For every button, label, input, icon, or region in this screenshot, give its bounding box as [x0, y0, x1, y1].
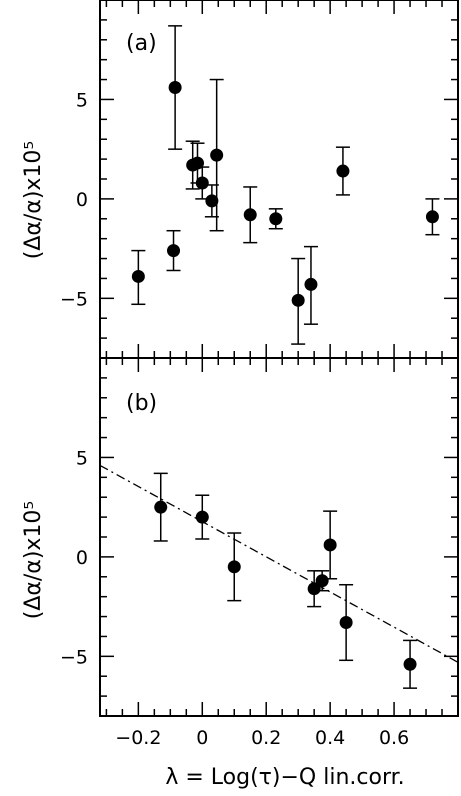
data-marker [210, 148, 224, 162]
data-marker [403, 657, 417, 671]
data-point-a [243, 186, 258, 244]
data-point-b [153, 472, 168, 542]
data-marker [336, 164, 350, 178]
data-marker [167, 244, 181, 258]
y-tick-label-b: 5 [76, 447, 88, 469]
data-marker [243, 208, 257, 222]
data-marker [307, 582, 321, 596]
panel-b-ticks: −5 0 5 −0.2 0 0.2 0.4 0.6 [60, 358, 458, 749]
data-marker [131, 269, 145, 283]
data-marker [205, 194, 219, 208]
data-point-b [339, 583, 354, 662]
data-point-a [204, 184, 219, 218]
panel-b-points [153, 472, 418, 689]
x-tick-label: −0.2 [115, 727, 161, 749]
y-tick-label-b: −5 [60, 646, 88, 668]
data-point-b [195, 494, 210, 540]
data-marker [304, 277, 318, 291]
data-marker [195, 176, 209, 190]
data-point-a [335, 146, 350, 196]
data-marker [227, 560, 241, 574]
data-point-b [307, 570, 322, 608]
x-tick-label: 0.2 [251, 727, 281, 749]
data-point-b [403, 639, 418, 689]
data-point-b [315, 570, 330, 592]
data-marker [425, 210, 439, 224]
data-marker [323, 538, 337, 552]
panel-a-points [131, 25, 440, 345]
x-tick-label: 0 [196, 727, 208, 749]
panel-b-ylabel: (Δα/α)x10⁵ [21, 501, 46, 619]
data-point-a [168, 25, 183, 150]
y-tick-label-a: 5 [76, 89, 88, 111]
panel-b-fit [99, 464, 459, 663]
data-point-b [323, 510, 338, 580]
data-point-a [166, 229, 181, 272]
data-point-a [303, 245, 318, 325]
fit-line [99, 464, 459, 663]
x-tick-label: 0.4 [315, 727, 345, 749]
data-point-b [227, 532, 242, 602]
panel-a-ticks: −5 0 5 [60, 0, 458, 358]
panel-b-label: (b) [126, 391, 157, 416]
x-tick-label: 0.6 [379, 727, 409, 749]
data-point-a [268, 208, 283, 230]
data-point-a [425, 198, 440, 236]
data-marker [291, 293, 305, 307]
data-marker [315, 574, 329, 588]
panel-a-ylabel: (Δα/α)x10⁵ [21, 141, 46, 259]
data-marker [195, 510, 209, 524]
data-marker [339, 616, 353, 630]
x-axis-label: λ = Log(τ)−Q lin.corr. [165, 765, 404, 790]
data-marker [154, 500, 168, 514]
data-point-a [291, 257, 306, 345]
data-marker [269, 212, 283, 226]
y-tick-label-a: −5 [60, 288, 88, 310]
data-point-a [209, 78, 224, 232]
y-tick-label-a: 0 [76, 189, 88, 211]
panel-a: (a) (Δα/α)x10⁵ −5 0 5 [21, 0, 459, 359]
data-marker [168, 81, 182, 95]
data-point-a [131, 249, 146, 306]
panel-b: (b) (Δα/α)x10⁵ −5 0 5 −0.2 0 0.2 0.4 0.6 [21, 357, 459, 749]
y-tick-label-b: 0 [76, 547, 88, 569]
panel-a-label: (a) [126, 31, 157, 56]
